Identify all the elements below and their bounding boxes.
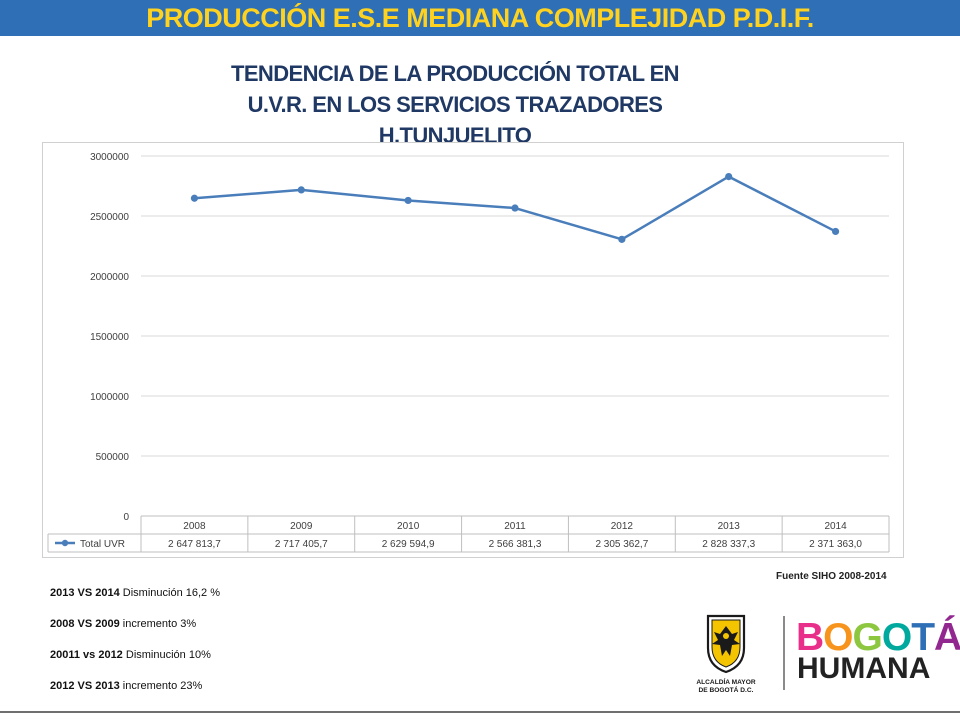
note-change: Disminución 16,2 % (119, 587, 221, 599)
alcaldia-line-2: DE BOGOTÁ D.C. (699, 685, 754, 694)
x-category-label: 2012 (611, 521, 634, 532)
y-tick-label: 2000000 (90, 272, 129, 283)
note-item: 20011 vs 2012 Disminución 10% (50, 648, 220, 679)
bottom-rule (0, 711, 960, 713)
note-comparison: 20011 vs 2012 (50, 649, 123, 661)
table-value-cell: 2 717 405,7 (275, 539, 328, 550)
bogota-letter: B (796, 616, 824, 659)
table-value-cell: 2 305 362,7 (595, 539, 648, 550)
note-item: 2008 VS 2009 incremento 3% (50, 617, 220, 648)
humana-letter: A (908, 652, 931, 685)
chart-title: TENDENCIA DE LA PRODUCCIÓN TOTAL EN U.V.… (150, 58, 760, 151)
note-change: incremento 23% (119, 680, 203, 692)
alcaldia-coat-of-arms-logo: ALCALDÍA MAYOR DE BOGOTÁ D.C. (696, 614, 756, 694)
table-value-cell: 2 647 813,7 (168, 539, 221, 550)
note-change: Disminución 10% (122, 649, 211, 661)
note-comparison: 2013 VS 2014 (50, 587, 120, 599)
x-category-label: 2014 (824, 521, 847, 532)
x-category-label: 2011 (504, 521, 526, 532)
data-point (511, 204, 519, 212)
alcaldia-line-1: ALCALDÍA MAYOR (696, 677, 755, 686)
data-point (725, 172, 733, 181)
y-tick-label: 0 (123, 512, 129, 523)
note-item: 2013 VS 2014 Disminución 16,2 % (50, 586, 220, 617)
x-category-label: 2010 (397, 521, 420, 532)
notes-list: 2013 VS 2014 Disminución 16,2 % 2008 VS … (50, 586, 220, 710)
y-tick-label: 1000000 (90, 392, 129, 403)
humana-letter: U (818, 652, 841, 685)
x-category-label: 2009 (290, 521, 313, 532)
chart-title-line-2: U.V.R. EN LOS SERVICIOS TRAZADORES (247, 92, 663, 117)
humana-letter: H (797, 652, 819, 685)
note-change: incremento 3% (119, 618, 197, 630)
humana-logo-text: HUMANA (797, 653, 930, 685)
chart-title-line-1: TENDENCIA DE LA PRODUCCIÓN TOTAL EN (231, 61, 680, 86)
humana-letter: M (840, 652, 866, 685)
humana-letter: A (865, 652, 888, 685)
data-point (831, 227, 840, 236)
bogota-letter: O (881, 616, 912, 659)
note-comparison: 2012 VS 2013 (50, 680, 120, 692)
note-comparison: 2008 VS 2009 (50, 618, 120, 630)
legend-label: Total UVR (80, 539, 125, 550)
y-tick-label: 2500000 (90, 212, 129, 223)
table-value-cell: 2 371 363,0 (809, 539, 862, 550)
bogota-letter: O (823, 616, 853, 659)
data-point (297, 186, 305, 194)
source-label: Fuente SIHO 2008-2014 (776, 571, 887, 582)
bogota-letter: G (852, 616, 883, 659)
bogota-letter: T (911, 616, 935, 659)
logo-divider (783, 616, 785, 690)
data-point (190, 194, 199, 202)
y-tick-label: 500000 (96, 452, 130, 463)
table-value-cell: 2 566 381,3 (489, 539, 542, 550)
banner-title: PRODUCCIÓN E.S.E MEDIANA COMPLEJIDAD P.D… (146, 3, 814, 33)
y-tick-label: 3000000 (90, 152, 129, 163)
y-tick-label: 1500000 (90, 332, 129, 343)
bogota-logo-text: BOGOTÁ (796, 618, 960, 658)
top-banner (0, 0, 960, 36)
line-chart: 0 500000 1000000 1500000 2000000 2500000 30000… (47, 152, 890, 553)
x-category-label: 2013 (718, 521, 741, 532)
data-point (404, 196, 412, 205)
note-item: 2012 VS 2013 incremento 23% (50, 679, 220, 710)
table-value-cell: 2 828 337,3 (702, 539, 755, 550)
bogota-letter: Á (934, 616, 960, 659)
x-category-label: 2008 (183, 521, 206, 532)
chart-frame: 0 500000 1000000 1500000 2000000 2500000 30000… (42, 142, 904, 558)
data-point (618, 235, 626, 243)
legend-marker (61, 539, 69, 547)
humana-letter: N (887, 652, 909, 685)
table-value-cell: 2 629 594,9 (382, 539, 435, 550)
